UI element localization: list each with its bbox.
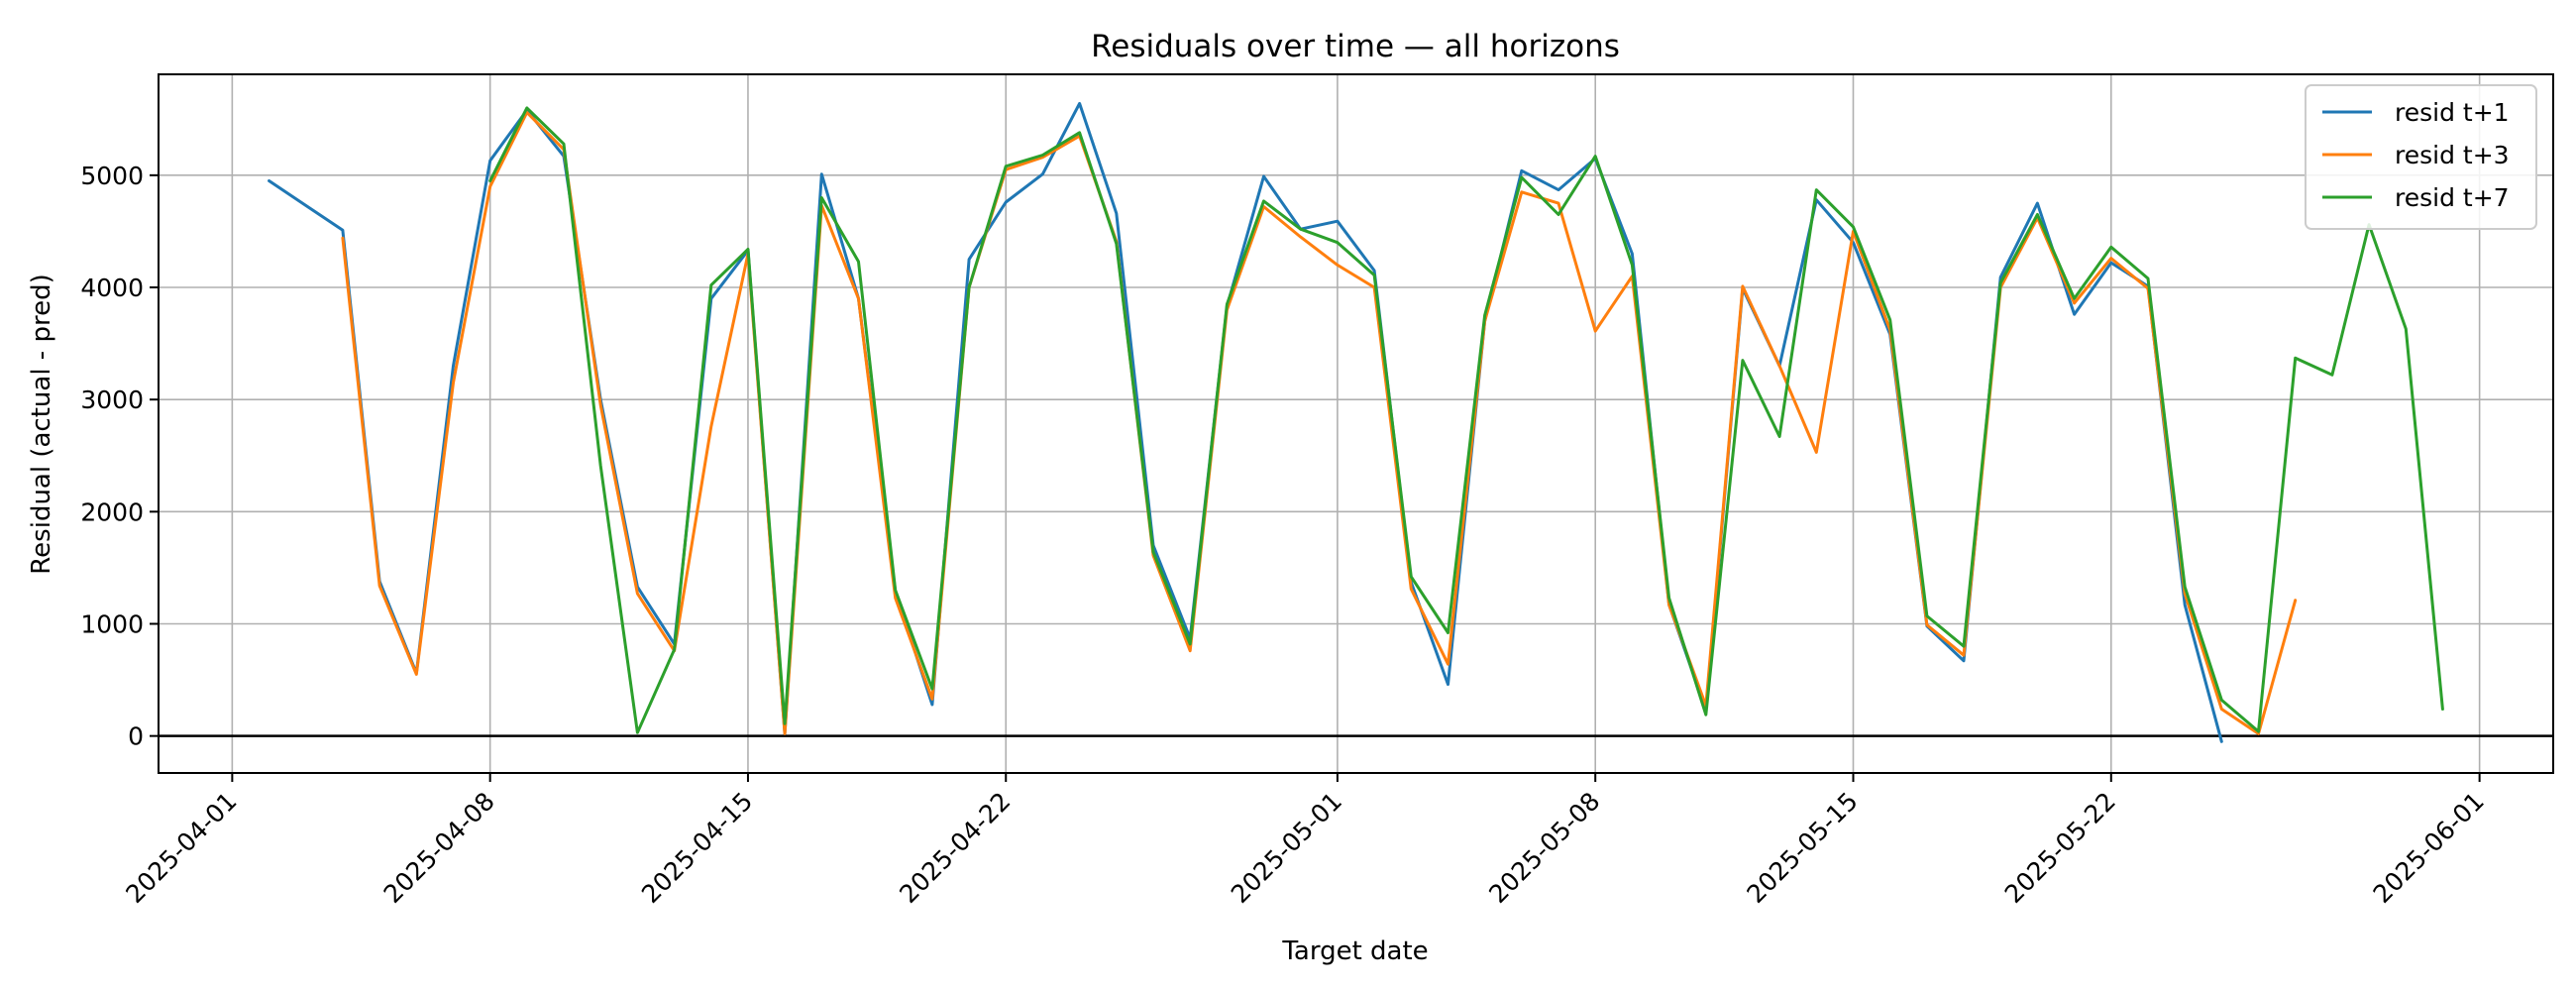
- x-axis-title: Target date: [1281, 936, 1428, 966]
- y-tick-label: 1000: [80, 609, 144, 638]
- legend-label-t7: resid t+7: [2395, 183, 2510, 212]
- y-tick-label: 2000: [80, 497, 144, 526]
- plot-area-frame: [158, 73, 2554, 774]
- legend-label-t3: resid t+3: [2395, 141, 2510, 169]
- legend: resid t+1 resid t+3 resid t+7: [2305, 84, 2537, 230]
- series-line-t7: [488, 106, 2444, 734]
- y-tick-label: 3000: [80, 385, 144, 414]
- y-tick-label: 0: [128, 722, 144, 751]
- y-axis-title: Residual (actual - pred): [27, 274, 56, 574]
- legend-label-t1: resid t+1: [2395, 98, 2510, 127]
- series-lines: [268, 101, 2444, 743]
- y-tick-label: 5000: [80, 162, 144, 190]
- y-tick-label: 4000: [80, 274, 144, 302]
- legend-box: [2305, 84, 2537, 230]
- y-axis-ticks: 0 1000 2000 3000 4000 5000: [80, 162, 159, 751]
- chart-title: Residuals over time — all horizons: [1091, 29, 1620, 64]
